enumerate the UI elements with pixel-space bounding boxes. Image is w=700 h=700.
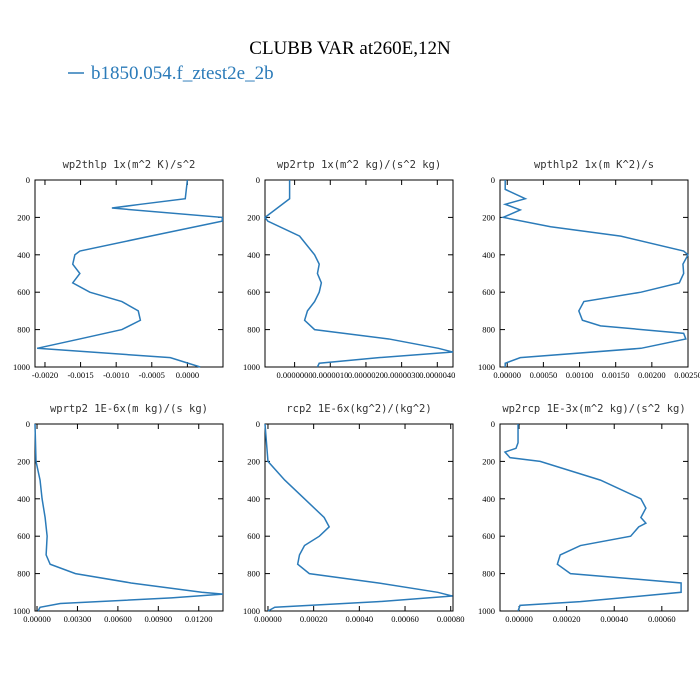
y-tick-label: 0 — [26, 175, 30, 185]
profile-line — [264, 423, 453, 612]
x-tick-label: 0.00020 — [553, 614, 581, 624]
profile-line — [503, 424, 682, 612]
x-tick-label: 0.00040 — [600, 614, 628, 624]
y-tick-label: 0 — [491, 419, 495, 429]
x-tick-label: 0.00600 — [104, 614, 132, 624]
profile-line — [36, 179, 224, 368]
x-tick-label: 0.00300 — [64, 614, 92, 624]
x-tick-label: 0.00020 — [300, 614, 328, 624]
x-tick-label: 0.0000020 — [348, 370, 384, 380]
y-tick-label: 200 — [17, 456, 30, 466]
y-tick-label: 400 — [482, 494, 495, 504]
y-tick-label: 200 — [17, 212, 30, 222]
plot-frame — [264, 423, 454, 612]
y-tick-label: 400 — [482, 250, 495, 260]
y-tick-label: 400 — [247, 250, 260, 260]
y-tick-label: 0 — [256, 175, 260, 185]
x-tick-label: 0.00250 — [674, 370, 700, 380]
panel-title: rcp2 1E-6x(kg^2)/(kg^2) — [286, 403, 431, 415]
x-tick-label: 0.00060 — [391, 614, 419, 624]
x-tick-label: 0.00100 — [566, 370, 594, 380]
y-tick-label: 200 — [482, 456, 495, 466]
y-tick-label: 200 — [482, 212, 495, 222]
panel-title: wp2rcp 1E-3x(m^2 kg)/(s^2 kg) — [502, 403, 685, 415]
x-tick-label: 0.01200 — [185, 614, 213, 624]
x-tick-label: 0.00200 — [638, 370, 666, 380]
x-tick-label: 0.00050 — [530, 370, 558, 380]
y-tick-label: 400 — [247, 494, 260, 504]
x-tick-label: 0.00000 — [23, 614, 51, 624]
x-tick-label: -0.0015 — [67, 370, 93, 380]
x-tick-label: 0.00000 — [505, 614, 533, 624]
y-tick-label: 0 — [26, 419, 30, 429]
y-tick-label: 1000 — [478, 606, 495, 616]
plot-frame — [499, 423, 689, 612]
panel-title: wprtp2 1E-6x(m kg)/(s kg) — [50, 403, 208, 415]
x-tick-label: 0.0000010 — [312, 370, 348, 380]
y-tick-label: 800 — [247, 569, 260, 579]
y-tick-label: 600 — [482, 531, 495, 541]
y-tick-label: 800 — [482, 325, 495, 335]
y-tick-label: 1000 — [243, 362, 260, 372]
x-tick-label: 0.00000 — [254, 614, 282, 624]
x-tick-label: -0.0005 — [139, 370, 165, 380]
y-tick-label: 600 — [17, 531, 30, 541]
y-tick-label: 800 — [17, 569, 30, 579]
panel-title: wp2thlp 1x(m^2 K)/s^2 — [63, 159, 196, 171]
y-tick-label: 1000 — [243, 606, 260, 616]
y-tick-label: 400 — [17, 250, 30, 260]
y-tick-label: 1000 — [13, 362, 30, 372]
y-tick-label: 600 — [482, 287, 495, 297]
y-tick-label: 200 — [247, 212, 260, 222]
plot-frame — [34, 423, 224, 612]
x-tick-label: 0.0000000 — [277, 370, 313, 380]
y-tick-label: 1000 — [478, 362, 495, 372]
y-tick-label: 200 — [247, 456, 260, 466]
x-tick-label: 0.0000 — [176, 370, 199, 380]
y-tick-label: 800 — [247, 325, 260, 335]
plot-frame — [34, 179, 224, 368]
y-tick-label: 400 — [17, 494, 30, 504]
x-tick-label: 0.00060 — [648, 614, 676, 624]
panel-title: wpthlp2 1x(m K^2)/s — [534, 159, 654, 171]
x-tick-label: 0.0000030 — [384, 370, 420, 380]
x-tick-label: 0.00150 — [602, 370, 630, 380]
y-tick-label: 600 — [247, 531, 260, 541]
plot-frame — [499, 179, 689, 368]
y-tick-label: 0 — [491, 175, 495, 185]
x-tick-label: -0.0020 — [32, 370, 58, 380]
y-tick-label: 600 — [17, 287, 30, 297]
x-tick-label: 0.00080 — [437, 614, 465, 624]
y-tick-label: 600 — [247, 287, 260, 297]
plot-frame — [264, 179, 454, 368]
y-tick-label: 0 — [256, 419, 260, 429]
profile-line — [34, 423, 224, 612]
panel-title: wp2rtp 1x(m^2 kg)/(s^2 kg) — [277, 159, 441, 171]
x-tick-label: -0.0010 — [103, 370, 129, 380]
profile-line — [500, 180, 689, 367]
y-tick-label: 800 — [482, 569, 495, 579]
figure-title: CLUBB VAR at260E,12N — [249, 38, 451, 59]
y-tick-label: 800 — [17, 325, 30, 335]
x-tick-label: 0.0000040 — [419, 370, 455, 380]
x-tick-label: 0.00000 — [493, 370, 521, 380]
legend-label: b1850.054.f_ztest2e_2b — [91, 63, 274, 84]
x-tick-label: 0.00900 — [144, 614, 172, 624]
profile-line — [263, 180, 454, 368]
y-tick-label: 1000 — [13, 606, 30, 616]
x-tick-label: 0.00040 — [346, 614, 374, 624]
